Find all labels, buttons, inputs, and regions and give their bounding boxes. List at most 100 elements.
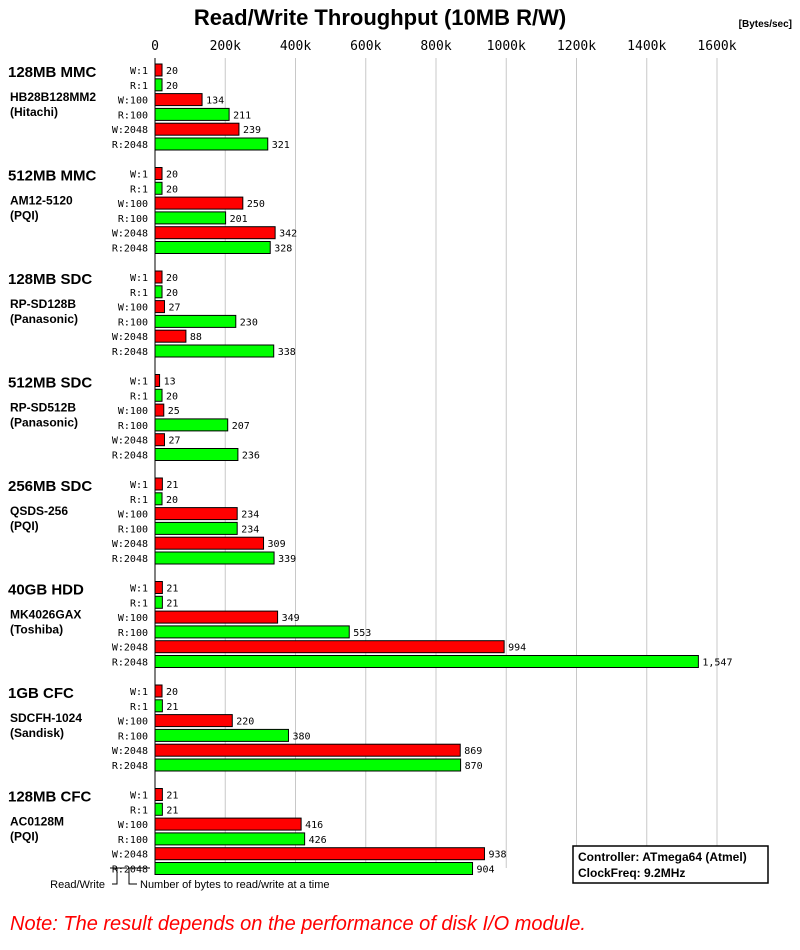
bar — [154, 344, 275, 358]
value-label: 27 — [168, 436, 180, 447]
bar — [154, 758, 462, 772]
bar — [154, 433, 165, 447]
value-label: 426 — [309, 835, 327, 846]
bar — [154, 448, 239, 461]
value-label: 938 — [488, 850, 506, 861]
value-label: 20 — [166, 288, 178, 299]
value-label: 416 — [305, 820, 323, 831]
bar — [154, 181, 163, 195]
row-label: W:100 — [118, 510, 148, 521]
bar — [154, 329, 187, 343]
value-label: 220 — [236, 717, 254, 728]
row-label: R:2048 — [112, 347, 148, 358]
row-label: W:2048 — [112, 436, 148, 447]
device-vendor: (Sandisk) — [10, 726, 64, 740]
row-label: W:100 — [118, 613, 148, 624]
row-label: R:1 — [130, 598, 148, 609]
device-vendor: (Panasonic) — [10, 312, 78, 326]
bar — [154, 640, 505, 654]
chart-title: Read/Write Throughput (10MB R/W) — [194, 5, 566, 30]
value-label: 1,547 — [702, 658, 732, 669]
value-label: 21 — [166, 584, 178, 595]
bar — [154, 241, 271, 254]
bar — [154, 551, 275, 565]
row-label: W:1 — [130, 170, 148, 181]
value-label: 234 — [241, 524, 259, 535]
device-name: 128MB MMC — [8, 64, 97, 81]
device-name: 1GB CFC — [8, 685, 74, 702]
device-name: 128MB CFC — [8, 789, 92, 806]
value-label: 338 — [278, 347, 296, 358]
device-group: 128MB SDC RP-SD128B(Panasonic) W:1 20 R:1 20 W… — [8, 270, 296, 358]
device-vendor: (Hitachi) — [10, 105, 58, 119]
device-group: 256MB SDC QSDS-256(PQI) W:1 21 R:1 20 W:100 234… — [8, 477, 296, 565]
device-group: 1GB CFC SDCFH-1024(Sandisk) W:1 20 R:1 21 W:10… — [8, 684, 483, 772]
row-label: W:100 — [118, 96, 148, 107]
value-label: 20 — [166, 391, 178, 402]
bar — [154, 211, 227, 225]
bar — [154, 418, 229, 432]
row-label: W:1 — [130, 791, 148, 802]
note: Note: The result depends on the performa… — [10, 913, 586, 935]
value-label: 201 — [230, 214, 248, 225]
device-model: AM12-5120 — [10, 194, 73, 208]
legend-rw: Read/Write — [50, 879, 105, 891]
bar — [154, 388, 163, 402]
value-label: 21 — [166, 598, 178, 609]
x-tick-label: 200k — [210, 39, 241, 54]
device-group: 128MB CFC AC0128M(PQI) W:1 21 R:1 21 W:100 416 R… — [8, 788, 507, 876]
legend: Read/Write Number of bytes to read/write… — [50, 867, 330, 891]
row-label: R:2048 — [112, 451, 148, 462]
x-tick-label: 600k — [350, 39, 381, 54]
unit-label: [Bytes/sec] — [739, 19, 792, 30]
device-model: AC0128M — [10, 815, 64, 829]
bar — [154, 743, 461, 757]
x-tick-label: 1000k — [487, 39, 526, 54]
value-label: 250 — [247, 199, 265, 210]
device-model: MK4026GAX — [10, 608, 81, 622]
value-label: 20 — [166, 687, 178, 698]
row-label: W:2048 — [112, 850, 148, 861]
bar — [154, 314, 237, 328]
bar — [154, 507, 238, 521]
device-group: 40GB HDD MK4026GAX(Toshiba) W:1 21 R:1 21 W:10… — [8, 581, 732, 669]
bar — [154, 285, 163, 299]
bar — [154, 536, 265, 550]
value-label: 27 — [168, 303, 180, 314]
row-label: R:100 — [118, 214, 148, 225]
bar — [154, 107, 230, 121]
row-label: W:1 — [130, 66, 148, 77]
bar — [154, 196, 244, 210]
row-label: W:100 — [118, 717, 148, 728]
bar — [154, 699, 163, 713]
value-label: 21 — [166, 702, 178, 713]
x-tick-label: 1200k — [557, 39, 596, 54]
x-tick-label: 400k — [280, 39, 311, 54]
row-label: R:1 — [130, 288, 148, 299]
bar — [154, 788, 163, 801]
device-vendor: (Toshiba) — [10, 623, 63, 637]
row-label: W:2048 — [112, 746, 148, 757]
row-label: W:1 — [130, 687, 148, 698]
value-label: 25 — [168, 406, 180, 417]
bar — [154, 728, 289, 742]
bar — [154, 374, 161, 387]
x-tick-label: 1600k — [697, 39, 736, 54]
value-label: 870 — [465, 761, 483, 772]
bar — [154, 403, 165, 417]
value-label: 207 — [232, 421, 250, 432]
device-name: 512MB MMC — [8, 168, 97, 185]
row-label: R:100 — [118, 317, 148, 328]
bar — [154, 862, 474, 875]
device-model: SDCFH-1024 — [10, 711, 82, 725]
value-label: 869 — [464, 746, 482, 757]
row-label: W:2048 — [112, 332, 148, 343]
value-label: 339 — [278, 554, 296, 565]
row-label: R:100 — [118, 110, 148, 121]
device-model: RP-SD512B — [10, 401, 76, 415]
device-group: 512MB MMC AM12-5120(PQI) W:1 20 R:1 20 W:100 25… — [8, 167, 297, 255]
row-label: W:2048 — [112, 125, 148, 136]
bar — [154, 300, 165, 314]
bar — [154, 802, 163, 816]
